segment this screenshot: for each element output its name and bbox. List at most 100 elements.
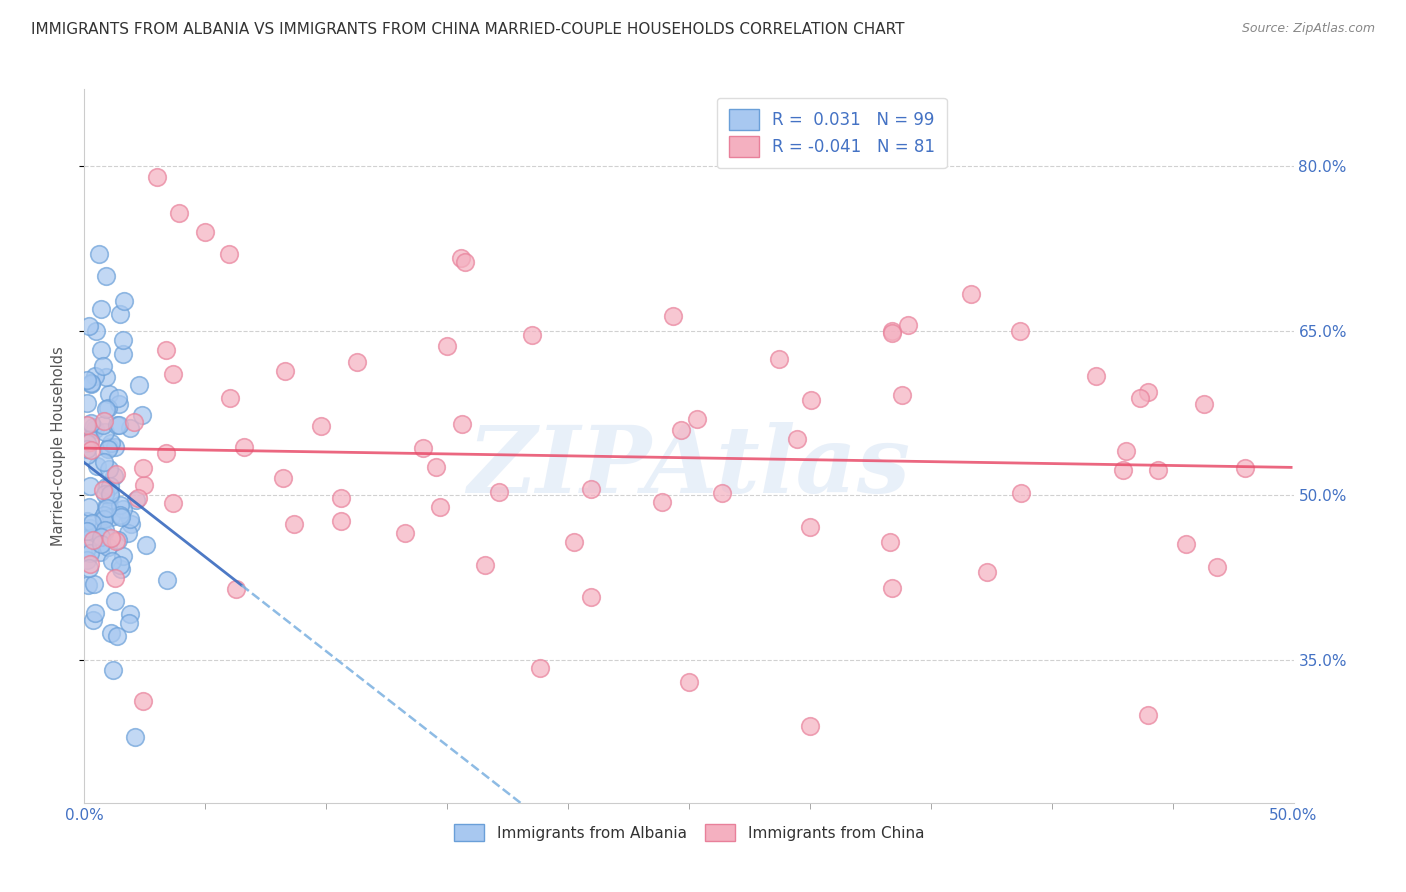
Point: [976, 565, 998, 579]
Point: [76, 435, 98, 450]
Point: [131, 409, 153, 423]
Point: [98, 502, 121, 516]
Point: [86, 324, 108, 338]
Point: [110, 510, 132, 524]
Point: [84, 422, 107, 436]
Point: [76, 442, 98, 457]
Point: [897, 318, 920, 333]
Point: [107, 397, 129, 411]
Point: [678, 675, 700, 690]
Point: [80, 416, 103, 430]
Point: [103, 468, 125, 483]
Point: [146, 169, 169, 184]
Point: [98, 479, 121, 493]
Point: [97, 442, 120, 456]
Point: [112, 549, 135, 563]
Point: [346, 354, 368, 368]
Point: [131, 694, 153, 708]
Point: [93, 510, 115, 524]
Point: [329, 491, 352, 505]
Point: [155, 574, 177, 588]
Point: [108, 418, 131, 433]
Point: [651, 494, 673, 508]
Point: [232, 440, 254, 454]
Point: [87, 247, 110, 261]
Point: [93, 508, 115, 522]
Point: [120, 517, 142, 532]
Text: IMMIGRANTS FROM ALBANIA VS IMMIGRANTS FROM CHINA MARRIED-COUPLE HOUSEHOLDS CORRE: IMMIGRANTS FROM ALBANIA VS IMMIGRANTS FR…: [31, 22, 904, 37]
Point: [76, 524, 98, 538]
Point: [891, 387, 914, 401]
Point: [76, 514, 98, 528]
Point: [90, 530, 112, 544]
Point: [1136, 384, 1159, 399]
Point: [786, 433, 808, 447]
Point: [91, 483, 114, 497]
Point: [118, 615, 141, 630]
Point: [107, 392, 129, 406]
Point: [90, 301, 112, 316]
Point: [98, 462, 121, 476]
Point: [93, 487, 115, 501]
Point: [82, 613, 104, 627]
Point: [1192, 397, 1215, 411]
Point: [562, 535, 585, 549]
Point: [110, 498, 132, 512]
Point: [274, 364, 297, 378]
Point: [425, 459, 447, 474]
Point: [880, 324, 903, 338]
Point: [112, 502, 135, 516]
Point: [97, 540, 120, 554]
Point: [103, 440, 125, 454]
Point: [104, 533, 127, 548]
Point: [93, 511, 115, 525]
Point: [98, 440, 121, 454]
Point: [959, 287, 981, 301]
Text: ZIPAtlas: ZIPAtlas: [467, 423, 911, 512]
Point: [1010, 486, 1032, 500]
Point: [436, 339, 458, 353]
Point: [128, 377, 150, 392]
Point: [880, 326, 903, 341]
Point: [77, 561, 100, 575]
Point: [97, 401, 120, 415]
Point: [167, 206, 190, 220]
Point: [83, 368, 105, 383]
Point: [89, 545, 111, 559]
Point: [155, 446, 177, 460]
Point: [93, 524, 115, 538]
Point: [94, 425, 117, 439]
Point: [522, 328, 544, 343]
Point: [90, 343, 112, 357]
Point: [76, 578, 98, 592]
Point: [880, 582, 903, 596]
Point: [225, 582, 247, 596]
Point: [100, 436, 122, 450]
Point: [83, 577, 105, 591]
Point: [82, 533, 104, 547]
Point: [93, 418, 115, 433]
Point: [127, 491, 149, 505]
Point: [80, 376, 103, 391]
Point: [662, 309, 685, 323]
Point: [96, 501, 118, 516]
Point: [93, 414, 115, 428]
Point: [1137, 708, 1160, 723]
Point: [686, 412, 709, 426]
Point: [76, 541, 98, 556]
Point: [98, 486, 121, 500]
Point: [218, 247, 240, 261]
Point: [671, 423, 693, 437]
Point: [79, 479, 101, 493]
Point: [79, 558, 101, 572]
Point: [91, 359, 114, 373]
Point: [800, 392, 823, 407]
Point: [529, 661, 551, 675]
Point: [114, 294, 136, 309]
Point: [117, 525, 139, 540]
Point: [76, 396, 98, 410]
Point: [98, 387, 121, 401]
Point: [450, 252, 472, 266]
Point: [84, 606, 107, 620]
Point: [1146, 463, 1168, 477]
